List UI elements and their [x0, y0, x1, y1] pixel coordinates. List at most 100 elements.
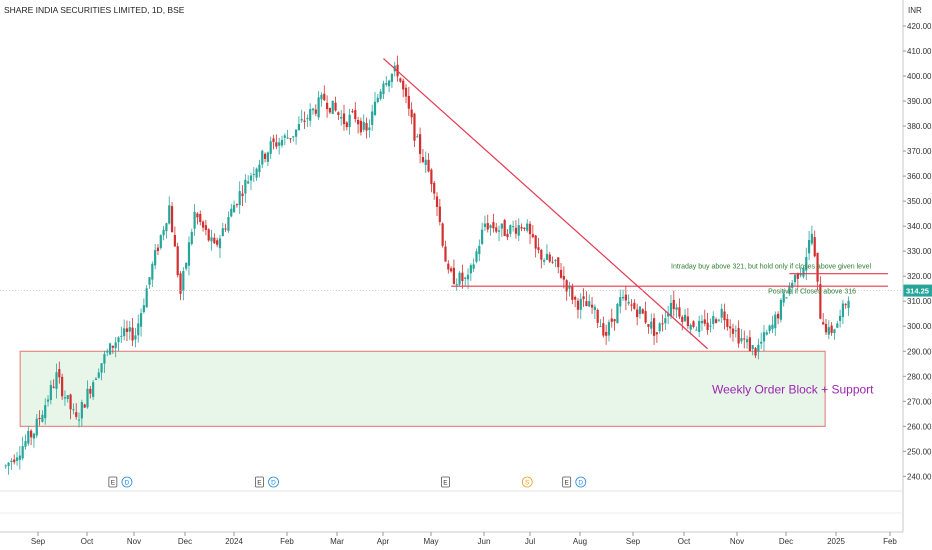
- candle-body: [173, 234, 176, 247]
- price-tick-label: 270.00: [907, 397, 932, 406]
- candle-body: [689, 324, 692, 330]
- candle-body: [142, 305, 145, 313]
- annotations-group: 314.25 Intraday buy above 321, but hold o…: [671, 264, 932, 297]
- candle-body: [221, 228, 224, 237]
- price-tick-label: 350.00: [907, 197, 932, 206]
- earnings-event-icon[interactable]: [441, 476, 450, 488]
- last-price-value: 314.25: [906, 287, 929, 296]
- candle-body: [114, 342, 117, 349]
- candle-body: [224, 228, 227, 230]
- candle-body: [571, 285, 574, 300]
- event-letter: E: [565, 479, 570, 486]
- candle-body: [345, 122, 348, 128]
- candle-body: [765, 332, 768, 335]
- candle-body: [754, 348, 757, 356]
- candle-body: [528, 223, 532, 235]
- drawn-lines-group: [0, 58, 903, 350]
- candle-body: [658, 323, 661, 332]
- candle-body: [371, 111, 374, 125]
- candle-body: [151, 263, 154, 280]
- candle-body: [717, 319, 720, 321]
- candle-body: [779, 299, 783, 320]
- candle-body: [672, 299, 675, 310]
- candle-body: [351, 111, 354, 113]
- candle-body: [751, 345, 754, 349]
- candle-body: [833, 329, 836, 333]
- candle-body: [540, 249, 543, 260]
- candle-body: [100, 363, 103, 373]
- price-tick-label: 260.00: [907, 422, 932, 431]
- candle-body: [196, 213, 199, 218]
- candle-body: [323, 93, 326, 101]
- candle-body: [97, 372, 100, 378]
- candle-body: [148, 277, 151, 285]
- order-block-zone: [19, 350, 826, 427]
- candle-body: [61, 376, 64, 397]
- candle-body: [661, 323, 664, 325]
- candle-body: [204, 225, 207, 231]
- candle-body: [69, 394, 72, 410]
- candle-body: [435, 196, 439, 207]
- earnings-event-icon[interactable]: [108, 476, 118, 488]
- candle-body: [841, 303, 845, 317]
- candle-body: [655, 332, 658, 335]
- candle-body: [342, 113, 346, 125]
- price-tick-label: 310.00: [907, 297, 932, 306]
- candle-body: [771, 324, 774, 329]
- split-event-icon[interactable]: [521, 476, 533, 488]
- candle-body: [294, 129, 298, 137]
- earnings-event-icon[interactable]: [255, 476, 264, 488]
- zone-label: Weekly Order Block + Support: [712, 382, 874, 396]
- candle-body: [278, 142, 281, 146]
- candle-body: [399, 78, 402, 82]
- event-letter: E: [111, 479, 116, 486]
- candle-body: [32, 433, 36, 439]
- earnings-event-icon[interactable]: [562, 476, 572, 488]
- price-tick-label: 250.00: [907, 447, 932, 456]
- candle-body: [438, 206, 441, 222]
- candle-body: [543, 259, 546, 262]
- candle-body: [263, 153, 267, 159]
- candle-body: [156, 247, 160, 252]
- candle-body: [410, 109, 413, 118]
- candle-body: [548, 254, 551, 262]
- candle-body: [72, 409, 75, 411]
- price-axis[interactable]: 420.00 410.00 400.00 390.00 380.00 370.00 360.…: [903, 22, 932, 481]
- dividend-event-icon[interactable]: [575, 476, 587, 488]
- candle-body: [757, 344, 760, 352]
- candle-body: [201, 221, 205, 228]
- dividend-event-icon[interactable]: [268, 476, 279, 488]
- candle-body: [819, 284, 822, 319]
- candle-body: [641, 309, 644, 314]
- candle-body: [131, 327, 134, 341]
- candle-body: [373, 101, 377, 115]
- candle-body: [379, 91, 382, 99]
- candle-body: [348, 114, 351, 128]
- candle-body: [182, 270, 185, 291]
- price-tick-label: 300.00: [907, 322, 932, 331]
- candle-body: [520, 227, 523, 229]
- candle-body: [134, 335, 137, 340]
- candle-body: [108, 343, 112, 355]
- candle-body: [461, 272, 464, 282]
- candle-body: [590, 304, 594, 308]
- candle-body: [193, 211, 196, 229]
- candle-body: [306, 118, 309, 120]
- event-letter: D: [271, 479, 276, 486]
- candle-body: [545, 253, 549, 260]
- candle-body: [269, 141, 272, 154]
- time-axis[interactable]: Sep Oct Nov Dec 2024 Feb Mar Apr May Jun Jul Aug Sep…: [31, 532, 898, 546]
- candle-body: [421, 157, 425, 163]
- candle-body: [165, 223, 168, 232]
- candle-body: [58, 369, 61, 378]
- trendline: [383, 58, 709, 350]
- candle-body: [647, 324, 650, 327]
- candle-body: [309, 109, 312, 121]
- candle-body: [402, 80, 405, 90]
- price-tick-label: 360.00: [907, 172, 932, 181]
- candle-body: [638, 306, 642, 315]
- dividend-event-icon[interactable]: [121, 476, 133, 488]
- candle-body: [706, 322, 709, 330]
